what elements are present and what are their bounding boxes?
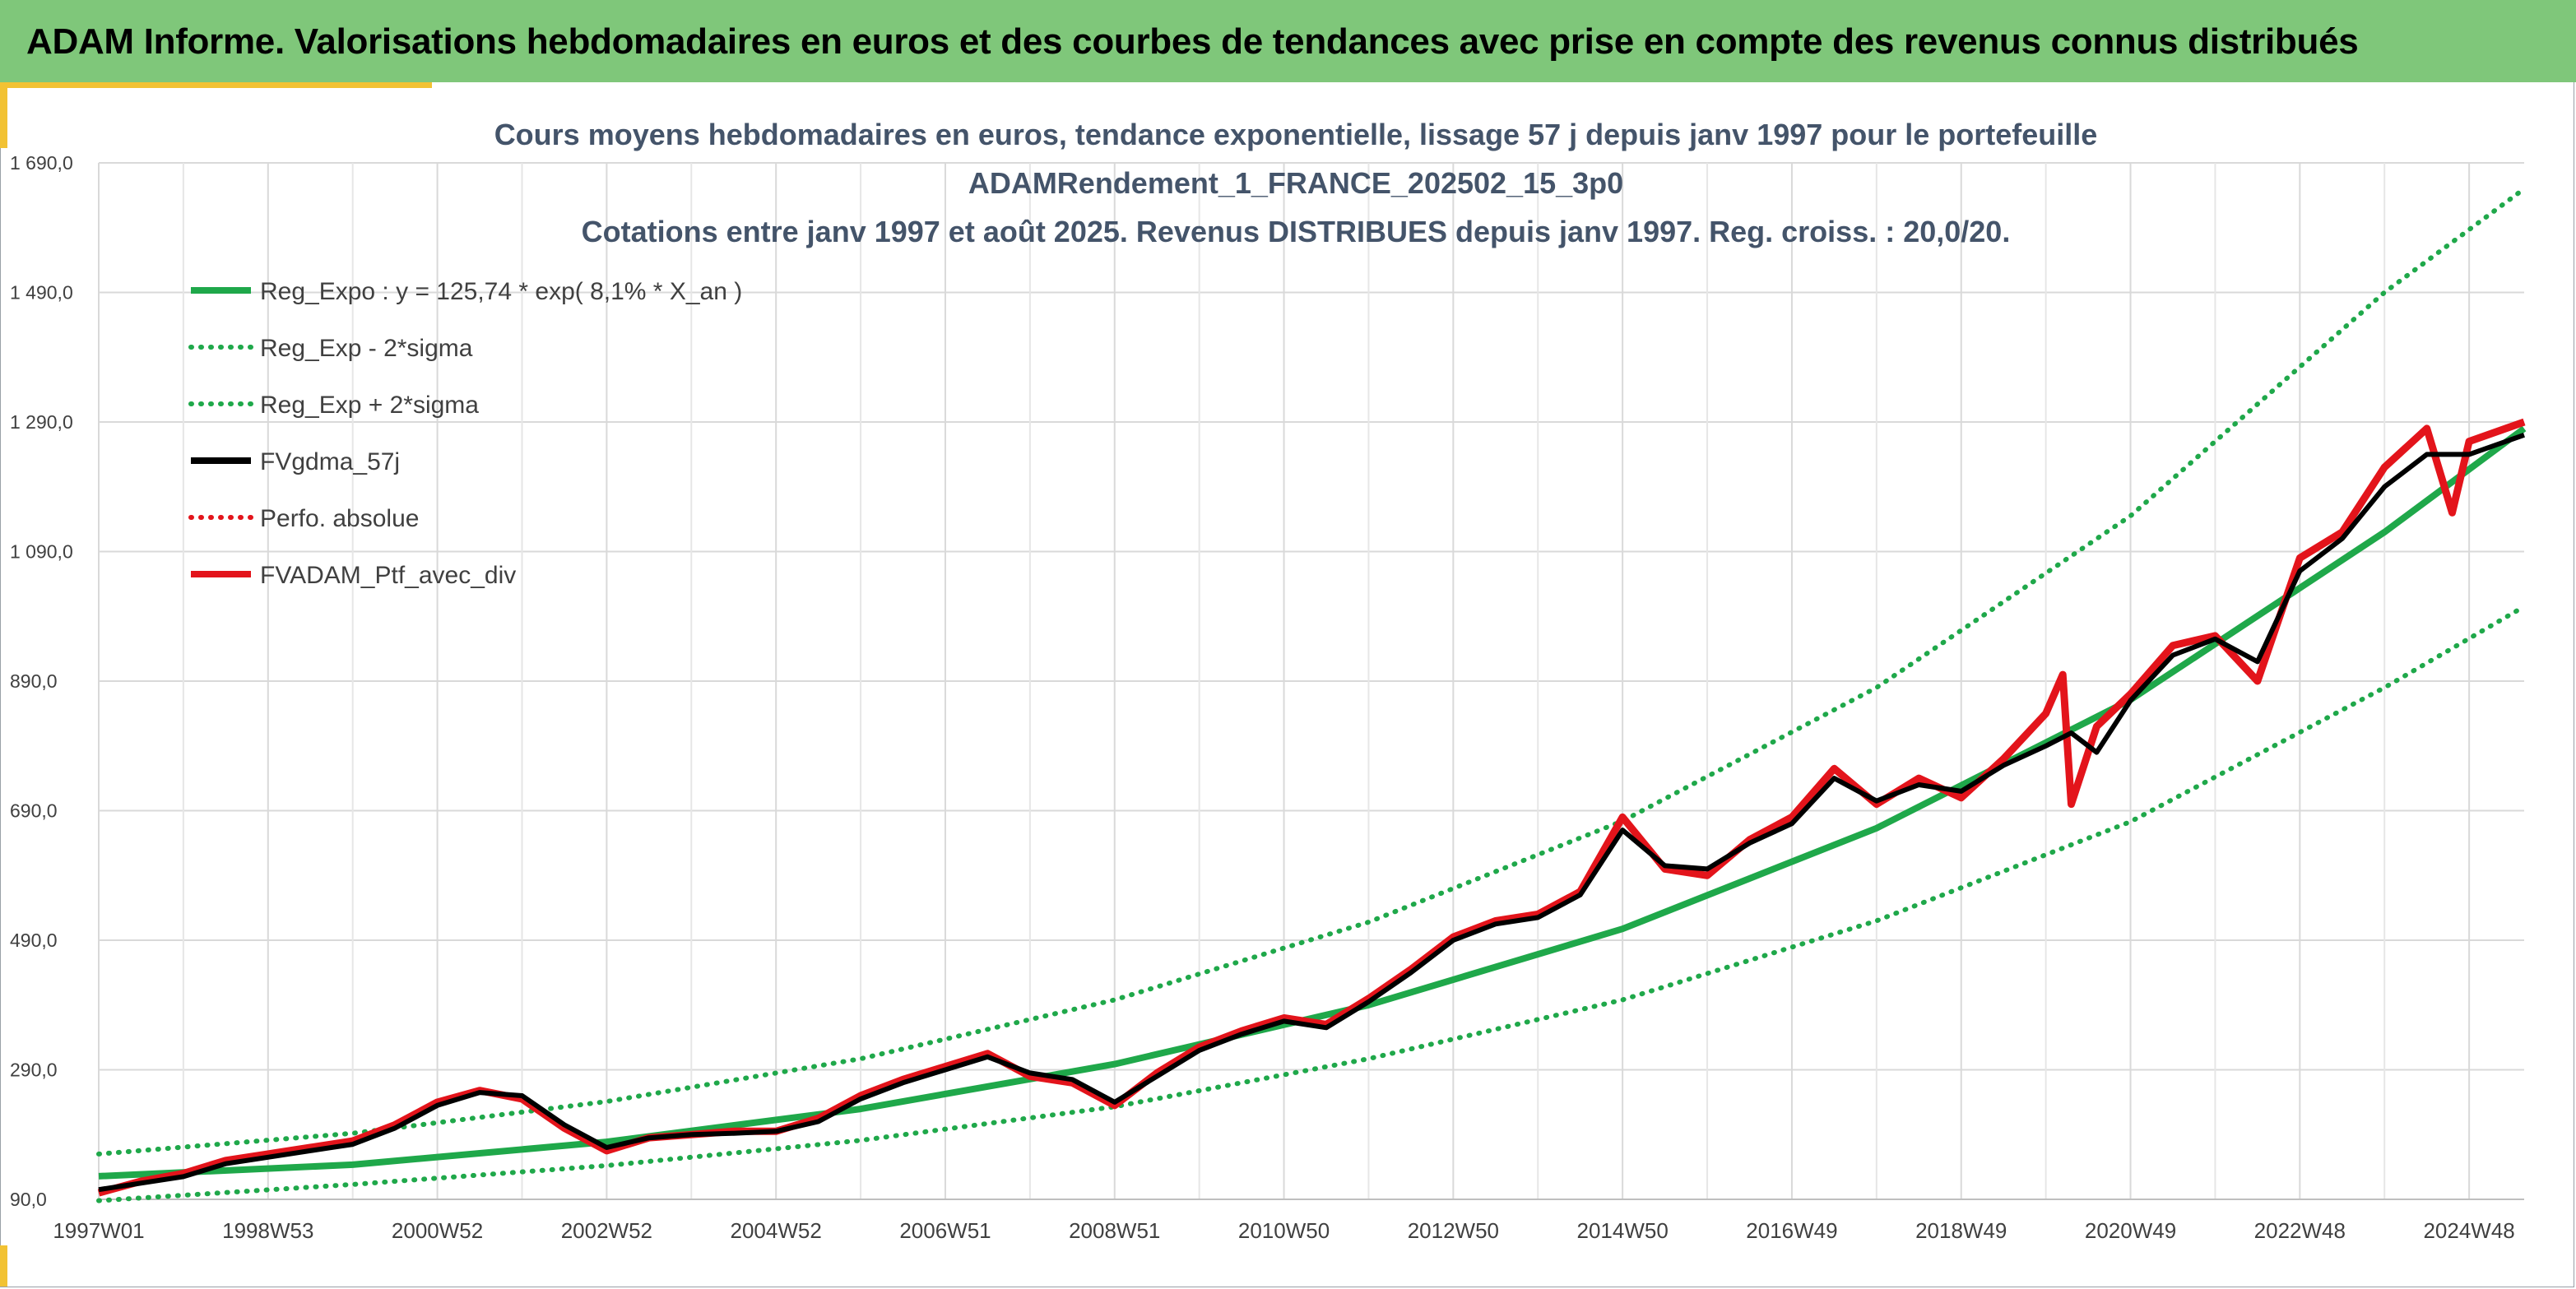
- chart-title-line-1: Cours moyens hebdomadaires en euros, ten…: [494, 118, 2098, 151]
- series-line: [97, 418, 2526, 1197]
- y-tick-label: 890,0: [10, 670, 58, 692]
- y-tick-label: 690,0: [10, 800, 58, 822]
- legend-label: Reg_Exp - 2*sigma: [260, 335, 473, 362]
- x-tick-label: 2000W52: [392, 1218, 483, 1243]
- x-tick-label: 2004W52: [731, 1218, 822, 1243]
- y-tick-label: 1 290,0: [10, 411, 73, 433]
- accent-bar-bottom-left: [0, 1245, 7, 1287]
- x-tick-label: 2012W50: [1408, 1218, 1499, 1243]
- legend-label: Reg_Exp + 2*sigma: [260, 392, 479, 419]
- accent-bar-top: [0, 82, 432, 88]
- chart-title-line-3: Cotations entre janv 1997 et août 2025. …: [582, 215, 2011, 248]
- page-title: ADAM Informe. Valorisations hebdomadaire…: [26, 21, 2359, 62]
- x-tick-label: 2010W50: [1238, 1218, 1330, 1243]
- x-tick-label: 1998W53: [222, 1218, 313, 1243]
- x-tick-label: 2002W52: [561, 1218, 652, 1243]
- header-bar: ADAM Informe. Valorisations hebdomadaire…: [0, 0, 2576, 82]
- legend-label: Perfo. absolue: [260, 505, 419, 532]
- legend-label: FVADAM_Ptf_avec_div: [260, 562, 516, 589]
- legend-label: Reg_Expo : y = 125,74 * exp( 8,1% * X_an…: [260, 278, 742, 305]
- chart-title-line-2: ADAMRendement_1_FRANCE_202502_15_3p0: [968, 166, 1623, 200]
- x-tick-label: 2014W50: [1576, 1218, 1668, 1243]
- x-tick-label: 2024W48: [2423, 1218, 2514, 1243]
- x-axis-ticks: 1997W01 1998W53 2000W52 2002W52 2004W52 2006W…: [53, 1218, 2514, 1243]
- series-line: [96, 186, 2527, 1157]
- series-line: [98, 425, 2527, 1180]
- x-tick-label: 2022W48: [2254, 1218, 2346, 1243]
- y-tick-label: 290,0: [10, 1059, 58, 1081]
- gridlines: [98, 162, 2524, 1200]
- y-tick-label: 90,0: [10, 1189, 47, 1210]
- x-tick-label: 2008W51: [1069, 1218, 1160, 1243]
- series-line: [96, 604, 2527, 1203]
- accent-bar-left: [0, 82, 7, 148]
- y-tick-label: 1 490,0: [10, 282, 73, 304]
- x-tick-label: 2020W49: [2085, 1218, 2176, 1243]
- x-tick-label: 1997W01: [53, 1218, 144, 1243]
- x-tick-label: 2016W49: [1746, 1218, 1837, 1243]
- chart-title: Cours moyens hebdomadaires en euros, ten…: [494, 118, 2098, 248]
- chart-series: [96, 186, 2527, 1203]
- y-axis-ticks: 90,0 290,0 490,0 690,0 890,0 1 090,0 1 290,0 1 …: [10, 152, 73, 1210]
- y-tick-label: 1 090,0: [10, 541, 73, 563]
- y-tick-label: 490,0: [10, 930, 58, 951]
- legend-label: FVgdma_57j: [260, 448, 400, 475]
- series-line: [98, 432, 2525, 1193]
- chart-legend: Reg_Expo : y = 125,74 * exp( 8,1% * X_an…: [188, 278, 742, 589]
- x-tick-label: 2006W51: [899, 1218, 991, 1243]
- y-tick-label: 1 690,0: [10, 152, 73, 174]
- x-tick-label: 2018W49: [1915, 1218, 2007, 1243]
